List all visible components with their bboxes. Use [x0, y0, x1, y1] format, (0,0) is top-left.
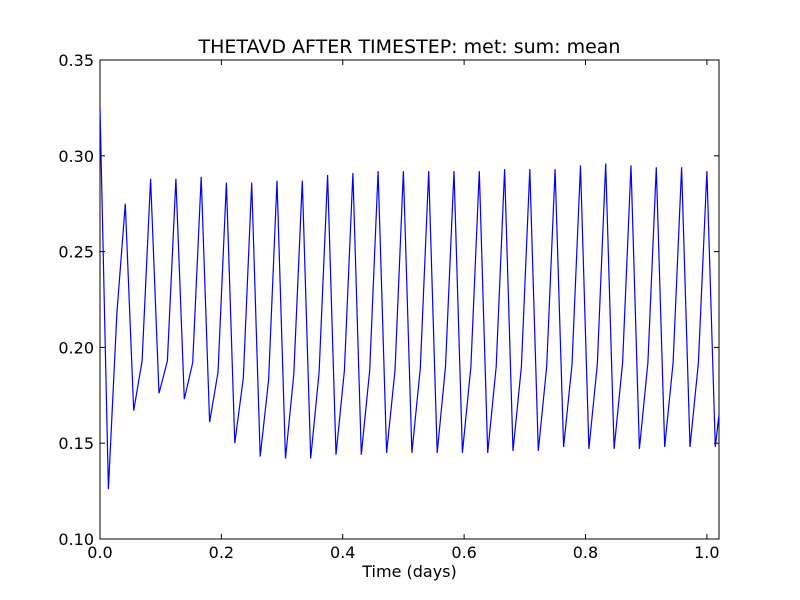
x-tick-label: 0.6	[451, 543, 476, 562]
x-tick-label: 0.2	[209, 543, 234, 562]
y-tick-label: 0.35	[58, 51, 94, 70]
y-axis: 0.10 0.15 0.20 0.25 0.30 0.35	[58, 51, 719, 549]
x-axis: 0.0 0.2 0.4 0.6 0.8 1.0	[87, 60, 720, 562]
x-tick-label: 1.0	[694, 543, 719, 562]
y-tick-label: 0.20	[58, 338, 94, 357]
plot-frame	[99, 59, 720, 540]
series-line	[99, 107, 720, 490]
y-tick-label: 0.15	[58, 434, 94, 453]
x-tick-label: 0.8	[573, 543, 598, 562]
y-tick-label: 0.10	[58, 530, 94, 549]
y-tick-label: 0.30	[58, 147, 94, 166]
x-axis-label: Time (days)	[361, 562, 457, 581]
x-tick-label: 0.4	[330, 543, 355, 562]
x-tick-label: 0.0	[87, 543, 112, 562]
y-tick-label: 0.25	[58, 243, 94, 262]
chart-title: THETAVD AFTER TIMESTEP: met: sum: mean	[198, 36, 621, 58]
